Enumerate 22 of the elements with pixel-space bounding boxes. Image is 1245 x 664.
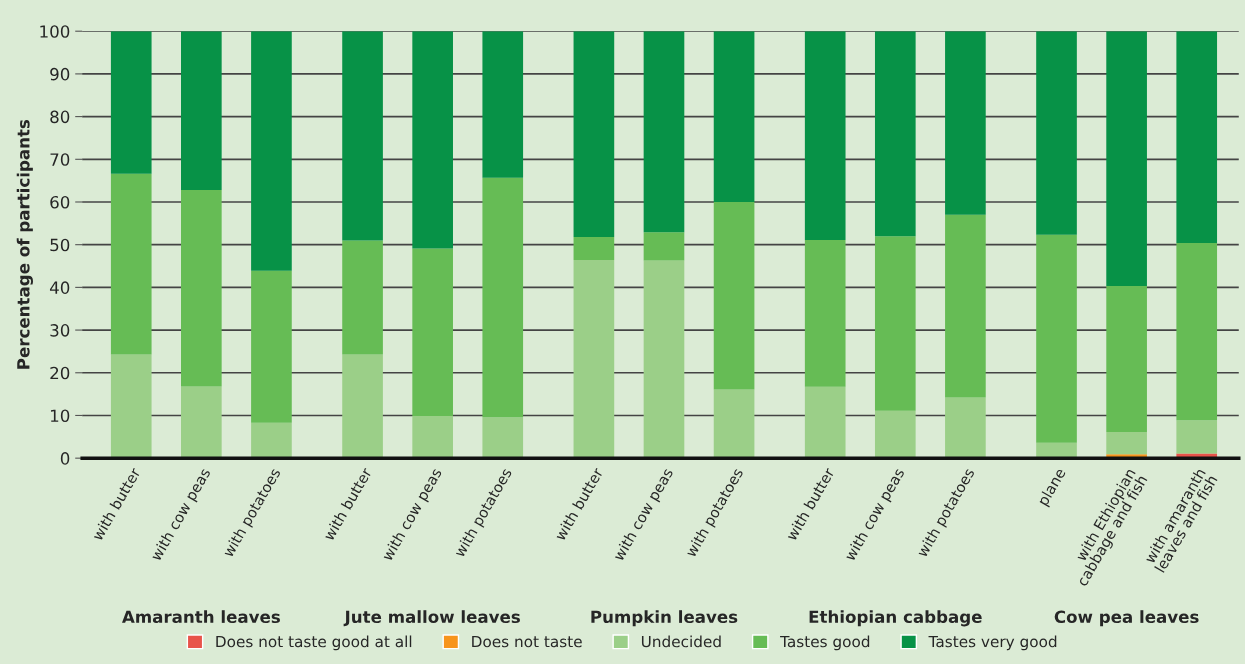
- y-tick-label: 50: [50, 238, 70, 252]
- text: Amaranth leaves: [122, 610, 280, 624]
- legend-label: Does not taste: [472, 635, 582, 648]
- y-tick-label: 80: [50, 110, 70, 124]
- text: Cow pea leaves: [1054, 610, 1199, 627]
- y-tick-label: 0: [60, 452, 70, 465]
- y-tick-label: 100: [40, 25, 70, 38]
- y-tick-label: 70: [50, 153, 70, 166]
- text: Pumpkin leaves: [591, 610, 738, 627]
- y-tick-label: 40: [49, 281, 70, 294]
- y-tick-label: 20: [50, 366, 70, 380]
- text: Ethiopian cabbage: [809, 610, 982, 627]
- text: Jute mallow leaves: [343, 610, 520, 627]
- y-tick-label: 90: [50, 67, 70, 81]
- y-tick-label: 60: [50, 195, 70, 209]
- legend-label: Tastes very good: [928, 635, 1057, 651]
- y-tick-label: 30: [50, 324, 70, 337]
- y-axis-title: Percentage of participants: [16, 119, 33, 369]
- legend-label: Undecided: [641, 635, 721, 648]
- y-tick-label: 10: [50, 409, 70, 423]
- legend-label: Does not taste good at all: [216, 635, 412, 651]
- legend-label: Tastes good: [780, 635, 870, 651]
